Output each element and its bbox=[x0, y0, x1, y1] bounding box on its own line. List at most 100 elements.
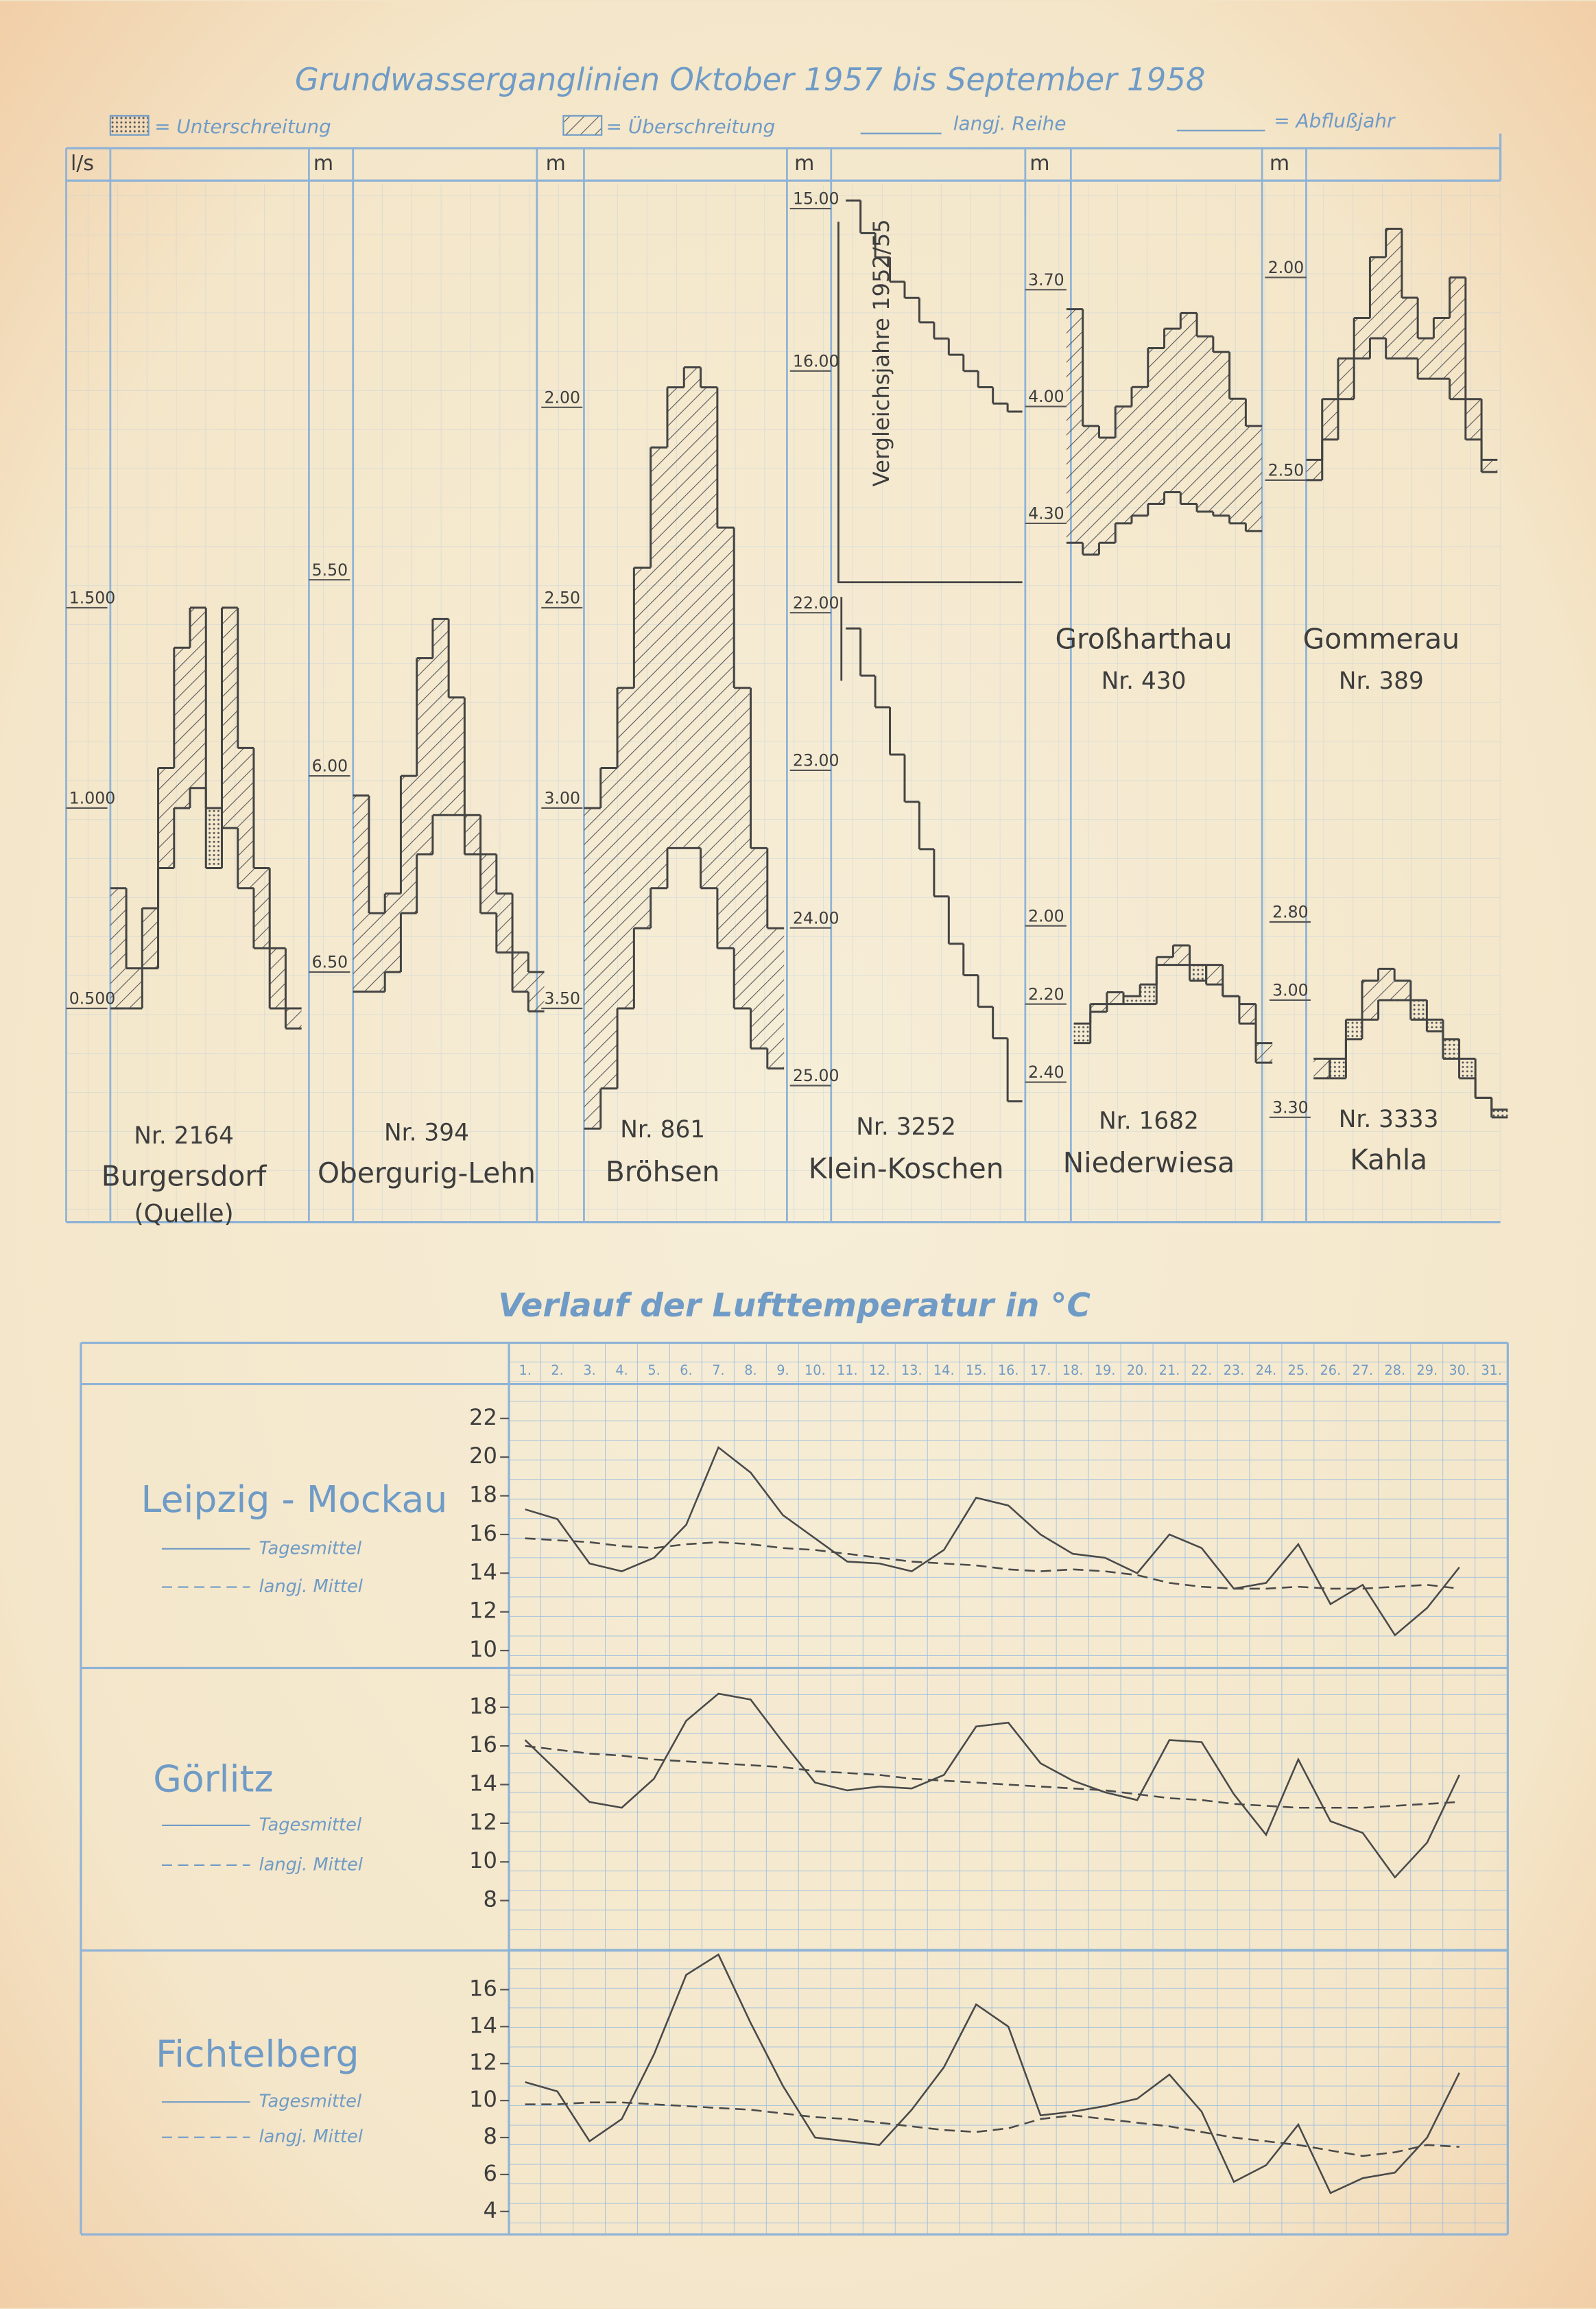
y-tick-label: 2.00 bbox=[1268, 258, 1305, 277]
station-name: Fichtelberg bbox=[156, 2032, 359, 2075]
y-tick-label: 3.30 bbox=[1272, 1098, 1309, 1117]
unit-label: m bbox=[794, 152, 814, 176]
well-number: Nr. 394 bbox=[384, 1119, 469, 1146]
x-tick-label: 12. bbox=[869, 1362, 890, 1378]
x-tick-label: 29. bbox=[1416, 1362, 1438, 1378]
deviation-fill bbox=[1361, 980, 1379, 1020]
y-tick-label: 8 bbox=[483, 2123, 497, 2149]
deviation-fill bbox=[1465, 399, 1482, 440]
y-tick-label: 2.20 bbox=[1028, 984, 1064, 1004]
deviation-fill bbox=[1491, 1109, 1508, 1117]
deviation-fill bbox=[206, 807, 222, 868]
temperature-line bbox=[524, 1692, 1460, 1879]
x-tick-label: 26. bbox=[1320, 1362, 1342, 1378]
x-tick-label: 10. bbox=[805, 1362, 826, 1378]
deviation-fill bbox=[1156, 957, 1174, 965]
y-tick-label: 2.00 bbox=[545, 388, 581, 407]
y-tick-label: 22.00 bbox=[793, 593, 839, 613]
deviation-fill bbox=[1239, 1004, 1256, 1024]
deviation-fill bbox=[617, 687, 634, 1008]
deviation-fill bbox=[1410, 999, 1427, 1020]
y-tick-label: 3.00 bbox=[545, 789, 581, 808]
legend-swatch bbox=[562, 115, 603, 136]
y-tick-label: 16.00 bbox=[793, 351, 839, 370]
y-tick-label: 20 bbox=[469, 1443, 497, 1469]
x-tick-label: 2. bbox=[551, 1362, 563, 1378]
deviation-fill bbox=[1346, 1019, 1362, 1039]
deviation-fill bbox=[1418, 338, 1434, 379]
deviation-fill bbox=[600, 768, 618, 1089]
deviation-fill bbox=[1256, 1043, 1273, 1063]
deviation-fill bbox=[1481, 460, 1498, 473]
x-tick-label: 16. bbox=[998, 1362, 1019, 1378]
y-tick-label: 12 bbox=[469, 1809, 497, 1835]
x-tick-label: 22. bbox=[1191, 1362, 1213, 1378]
x-tick-label: 8. bbox=[744, 1362, 757, 1378]
deviation-fill bbox=[1099, 438, 1116, 543]
x-tick-label: 30. bbox=[1449, 1362, 1470, 1378]
y-tick-label: 4.00 bbox=[1028, 387, 1064, 406]
deviation-fill bbox=[158, 768, 174, 868]
deviation-fill bbox=[1378, 969, 1395, 1000]
deviation-fill bbox=[1073, 1023, 1091, 1043]
well-number: Nr. 1682 bbox=[1099, 1107, 1199, 1135]
y-tick-label: 2.40 bbox=[1028, 1063, 1064, 1082]
deviation-fill bbox=[1427, 1019, 1443, 1032]
deviation-fill bbox=[1082, 425, 1099, 555]
deviation-fill bbox=[432, 619, 449, 816]
y-tick-label: 15.00 bbox=[793, 189, 839, 209]
deviation-fill bbox=[174, 648, 191, 808]
well-number: Nr. 3252 bbox=[856, 1113, 956, 1141]
y-tick-label: 6 bbox=[483, 2160, 497, 2186]
x-tick-label: 24. bbox=[1256, 1362, 1277, 1378]
legend-label: langj. Mittel bbox=[259, 1854, 363, 1875]
deviation-fill bbox=[1306, 460, 1322, 480]
y-tick-label: 16 bbox=[469, 1731, 497, 1757]
x-tick-label: 23. bbox=[1224, 1362, 1245, 1378]
legend-swatch bbox=[109, 115, 150, 136]
temperature-line bbox=[525, 2101, 1460, 2157]
temperature-line bbox=[525, 1744, 1460, 1809]
x-tick-label: 25. bbox=[1288, 1362, 1309, 1378]
y-tick-label: 0.500 bbox=[69, 989, 116, 1008]
deviation-fill bbox=[528, 972, 545, 1012]
deviation-fill bbox=[1329, 1058, 1346, 1078]
temperature-line bbox=[525, 1953, 1460, 2194]
deviation-fill bbox=[1197, 336, 1213, 512]
deviation-fill bbox=[1442, 1039, 1460, 1059]
x-tick-label: 31. bbox=[1481, 1362, 1502, 1378]
deviation-fill bbox=[1131, 387, 1148, 516]
legend-label: langj. Mittel bbox=[259, 1576, 363, 1597]
y-tick-label: 4.30 bbox=[1028, 504, 1064, 523]
deviation-fill bbox=[1401, 297, 1418, 359]
well-number: Nr. 2164 bbox=[134, 1122, 234, 1150]
deviation-fill bbox=[1313, 1058, 1330, 1078]
y-tick-label: 22 bbox=[469, 1404, 497, 1430]
y-tick-label: 14 bbox=[469, 1770, 497, 1796]
deviation-fill bbox=[584, 807, 601, 1129]
deviation-fill bbox=[1459, 1058, 1476, 1078]
deviation-fill bbox=[253, 868, 270, 949]
y-tick-label: 18 bbox=[469, 1693, 497, 1719]
x-tick-label: 13. bbox=[901, 1362, 922, 1378]
x-tick-label: 3. bbox=[583, 1362, 595, 1378]
deviation-fill bbox=[449, 697, 465, 816]
deviation-fill bbox=[667, 387, 684, 849]
unit-label: m bbox=[313, 152, 333, 176]
deviation-fill bbox=[1433, 318, 1450, 379]
x-tick-label: 27. bbox=[1352, 1362, 1373, 1378]
legend-label: Tagesmittel bbox=[259, 1814, 362, 1835]
well-name: Burgersdorf bbox=[102, 1159, 267, 1192]
legend-label: = Überschreitung bbox=[606, 115, 776, 138]
station-name: Leipzig - Mockau bbox=[141, 1478, 448, 1521]
well-name: Gommerau bbox=[1303, 622, 1460, 655]
well-name: Großharthau bbox=[1055, 622, 1232, 655]
unit-label: l/s bbox=[71, 152, 94, 176]
y-tick-label: 2.50 bbox=[545, 589, 581, 608]
deviation-fill bbox=[270, 948, 286, 1008]
x-tick-label: 9. bbox=[776, 1362, 789, 1378]
y-tick-label: 14 bbox=[469, 2012, 497, 2038]
y-tick-label: 2.00 bbox=[1028, 906, 1064, 925]
